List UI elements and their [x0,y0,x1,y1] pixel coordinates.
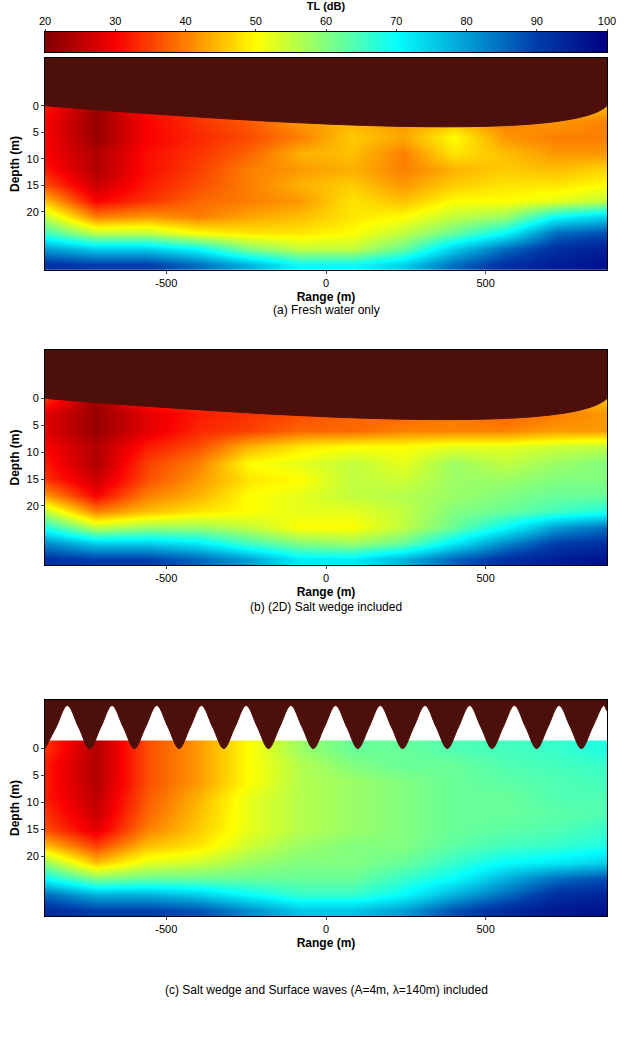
svg-text:0: 0 [323,923,329,935]
svg-text:20: 20 [27,206,39,218]
svg-text:5: 5 [33,419,39,431]
svg-text:10: 10 [27,796,39,808]
svg-text:0: 0 [323,277,329,289]
svg-text:50: 50 [250,15,262,27]
svg-text:0: 0 [33,100,39,112]
svg-text:15: 15 [27,473,39,485]
svg-text:Depth (m): Depth (m) [8,780,22,836]
svg-text:5: 5 [33,126,39,138]
svg-text:-500: -500 [155,572,177,584]
svg-text:TL (dB): TL (dB) [307,0,346,12]
svg-text:(c) Salt wedge and Surface wav: (c) Salt wedge and Surface waves (A=4m, … [165,983,488,997]
svg-text:20: 20 [39,15,51,27]
svg-text:0: 0 [33,392,39,404]
svg-text:20: 20 [27,850,39,862]
svg-text:0: 0 [33,742,39,754]
svg-text:Depth (m): Depth (m) [8,430,22,486]
svg-text:10: 10 [27,153,39,165]
svg-text:15: 15 [27,179,39,191]
svg-text:500: 500 [476,572,494,584]
svg-text:20: 20 [27,500,39,512]
svg-text:10: 10 [27,446,39,458]
svg-text:30: 30 [109,15,121,27]
svg-text:Range (m): Range (m) [297,585,356,599]
svg-text:80: 80 [460,15,472,27]
svg-text:15: 15 [27,823,39,835]
svg-text:Range (m): Range (m) [297,290,356,304]
svg-text:70: 70 [390,15,402,27]
svg-text:5: 5 [33,769,39,781]
svg-text:Range (m): Range (m) [297,936,356,950]
svg-text:(b) (2D) Salt wedge included: (b) (2D) Salt wedge included [250,600,402,614]
svg-text:-500: -500 [155,277,177,289]
svg-text:Depth (m): Depth (m) [8,136,22,192]
svg-text:500: 500 [476,277,494,289]
svg-text:40: 40 [179,15,191,27]
svg-text:-500: -500 [155,923,177,935]
svg-text:90: 90 [531,15,543,27]
svg-text:60: 60 [320,15,332,27]
svg-text:100: 100 [598,15,616,27]
svg-text:0: 0 [323,572,329,584]
svg-text:500: 500 [476,923,494,935]
svg-text:(a) Fresh water only: (a) Fresh water only [273,303,380,317]
